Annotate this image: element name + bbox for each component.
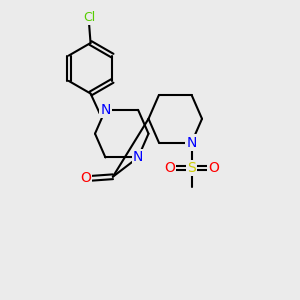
Text: S: S: [187, 161, 196, 175]
Text: Cl: Cl: [83, 11, 95, 24]
Text: N: N: [100, 103, 111, 117]
Text: N: N: [133, 150, 143, 164]
Text: O: O: [80, 171, 91, 185]
Text: O: O: [208, 161, 219, 175]
Text: N: N: [186, 136, 197, 150]
Text: O: O: [164, 161, 175, 175]
